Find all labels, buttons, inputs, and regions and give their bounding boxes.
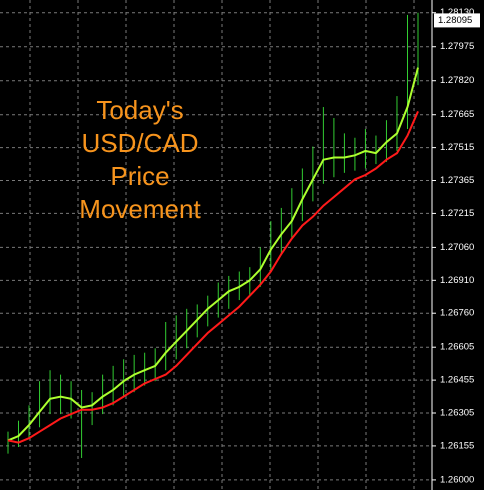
y-tick-label: 1.26605 xyxy=(440,342,474,353)
title-line: Movement xyxy=(79,194,201,224)
y-tick-label: 1.26455 xyxy=(440,375,474,386)
title-line: USD/CAD xyxy=(81,128,198,158)
y-tick-label: 1.27820 xyxy=(440,75,474,86)
title-line: Price xyxy=(110,161,169,191)
y-tick-label: 1.26000 xyxy=(440,474,474,485)
title-line: Today's xyxy=(96,95,183,125)
y-tick-label: 1.27060 xyxy=(440,242,474,253)
plot xyxy=(7,12,419,458)
current-price-box xyxy=(434,13,480,28)
moving-average xyxy=(7,67,419,442)
y-tick-label: 1.27515 xyxy=(440,142,474,153)
y-tick-label: 1.26155 xyxy=(440,440,474,451)
y-tick-label: 1.26910 xyxy=(440,275,474,286)
y-tick-label: 1.27665 xyxy=(440,109,474,120)
y-tick-label: 1.27215 xyxy=(440,208,474,219)
y-tick-label: 1.26760 xyxy=(440,308,474,319)
y-tick-label: 1.28130 xyxy=(440,7,474,18)
y-tick-label: 1.27975 xyxy=(440,41,474,52)
y-axis: 1.26000 1.26155 1.26305 1.26455 1.26605 1.267… xyxy=(431,0,480,490)
y-tick-label: 1.27365 xyxy=(440,175,474,186)
y-tick-label: 1.26305 xyxy=(440,408,474,419)
moving-average xyxy=(7,111,419,444)
current-price-label: 1.28095 xyxy=(438,15,472,26)
